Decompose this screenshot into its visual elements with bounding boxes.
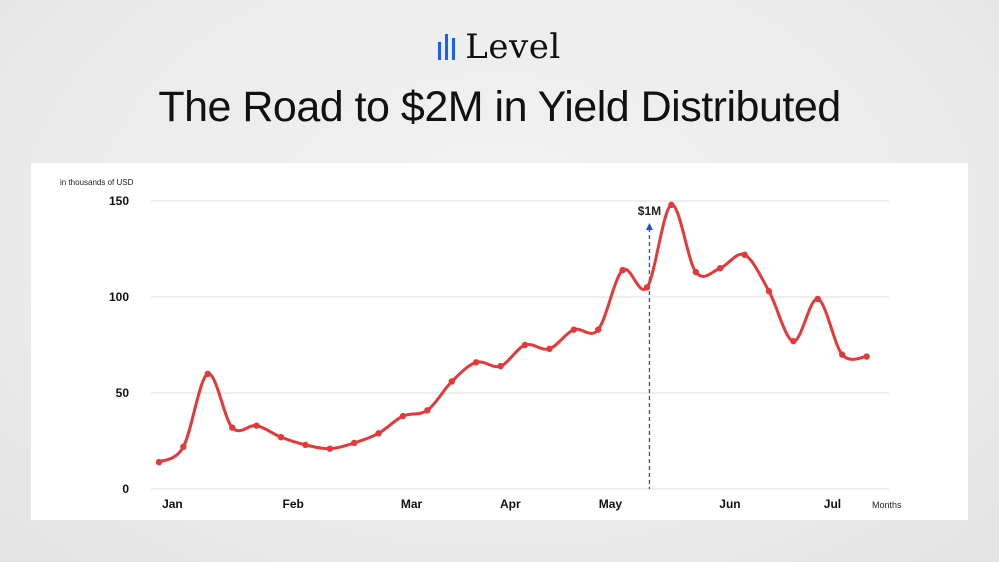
data-point [839, 351, 846, 358]
y-tick-label: 100 [109, 290, 129, 304]
data-point [180, 443, 187, 450]
line-chart: 0 50 100 150 Jan Feb Mar Apr May Jun Jul $1M in t… [60, 178, 902, 511]
x-tick-label: Jun [719, 497, 740, 511]
data-point [497, 362, 504, 370]
data-point [521, 341, 529, 349]
page-title: The Road to $2M in Yield Distributed [158, 83, 841, 131]
data-point [375, 430, 382, 437]
annotation-label: $1M [638, 204, 661, 218]
data-point [570, 326, 577, 333]
data-point [863, 353, 870, 360]
data-point [351, 439, 358, 447]
chart-card: 0 50 100 150 Jan Feb Mar Apr May Jun Jul $1M in t… [31, 163, 968, 520]
data-point [155, 458, 163, 466]
data-point [399, 412, 407, 420]
data-point [253, 422, 260, 429]
data-point [643, 284, 651, 291]
y-tick-label: 50 [116, 386, 130, 400]
data-point [765, 288, 773, 295]
x-tick-label: Mar [401, 497, 423, 511]
x-axis-label: Months [872, 500, 902, 510]
y-tick-label: 0 [122, 482, 129, 496]
unit-label: in thousands of USD [60, 178, 134, 187]
annotation-arrow [645, 223, 653, 230]
data-point [424, 407, 431, 414]
data-point [692, 268, 699, 276]
brand-header: Level [0, 30, 999, 64]
data-point [595, 326, 602, 333]
data-point [741, 251, 748, 258]
brand-name: Level [465, 27, 561, 67]
data-point [814, 295, 821, 303]
data-point [717, 265, 724, 272]
data-point [668, 201, 675, 209]
series-line [157, 203, 869, 464]
data-point [448, 378, 455, 385]
data-point [302, 441, 309, 449]
x-tick-label: Feb [283, 497, 304, 511]
data-point [619, 266, 626, 274]
level-bars-icon [438, 34, 456, 60]
data-point [229, 424, 236, 431]
y-tick-label: 150 [109, 194, 129, 208]
data-point [473, 359, 480, 366]
data-point [277, 433, 285, 441]
data-point [546, 345, 553, 353]
data-point [326, 445, 333, 452]
x-tick-label: May [599, 497, 623, 511]
data-point [790, 337, 797, 345]
x-tick-label: Jan [162, 497, 183, 511]
x-tick-label: Jul [824, 497, 841, 511]
x-tick-label: Apr [500, 497, 521, 511]
data-point [204, 370, 211, 377]
